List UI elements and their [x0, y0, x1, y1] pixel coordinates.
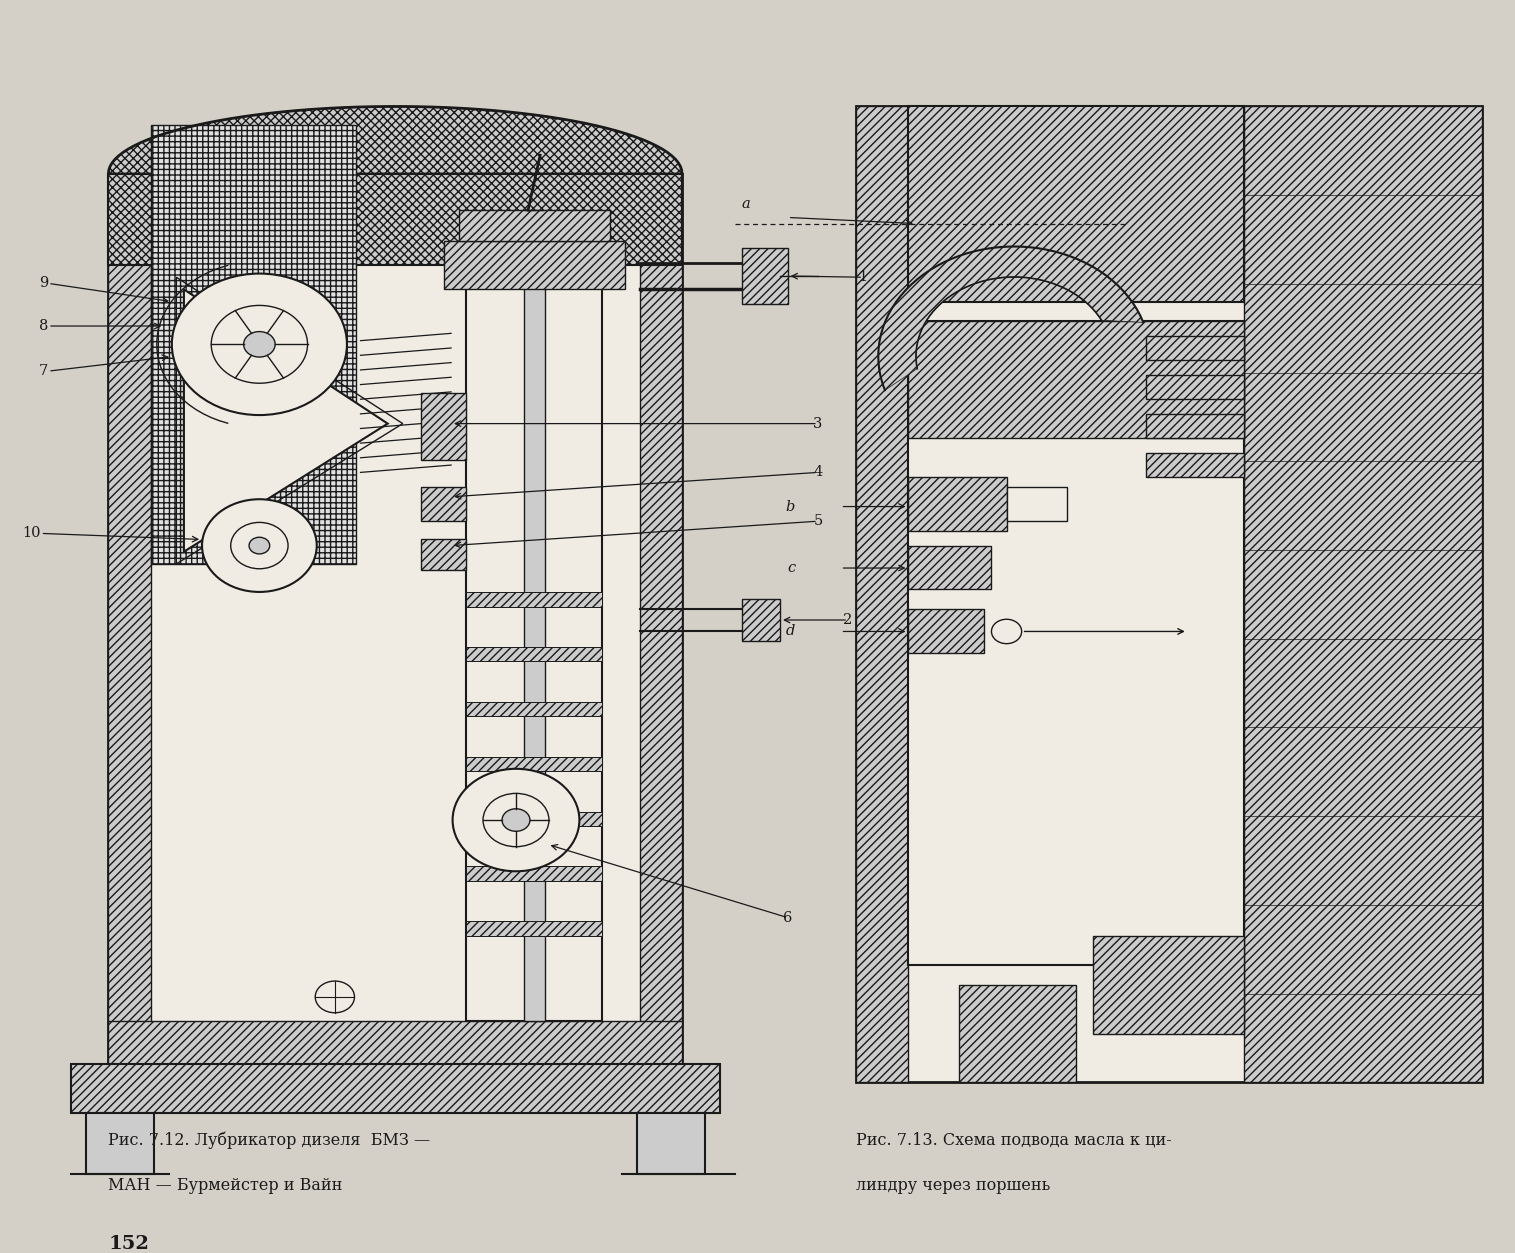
Bar: [909, 477, 1006, 531]
Bar: [856, 107, 909, 1083]
Text: 5: 5: [814, 514, 823, 529]
Bar: [467, 591, 601, 606]
Bar: [909, 545, 991, 589]
Bar: [467, 702, 601, 717]
Text: 10: 10: [23, 526, 41, 540]
Bar: [1244, 107, 1482, 1083]
Polygon shape: [109, 107, 682, 174]
Circle shape: [991, 619, 1021, 644]
Bar: [1092, 936, 1244, 1034]
Text: 1: 1: [859, 271, 868, 284]
Text: d: d: [786, 624, 795, 639]
Text: 3: 3: [814, 416, 823, 431]
Bar: [959, 985, 1076, 1083]
Text: c: c: [786, 561, 795, 575]
Bar: [467, 921, 601, 936]
Bar: [1145, 375, 1244, 400]
Bar: [467, 812, 601, 826]
Bar: [150, 125, 356, 564]
Bar: [909, 321, 1244, 439]
Bar: [421, 487, 467, 521]
Bar: [109, 222, 150, 1027]
Bar: [467, 277, 601, 1021]
Bar: [1145, 336, 1244, 360]
Bar: [421, 393, 467, 460]
Bar: [467, 757, 601, 772]
Text: Рис. 7.13. Схема подвода масла к ци-: Рис. 7.13. Схема подвода масла к ци-: [856, 1131, 1171, 1148]
Bar: [71, 1064, 720, 1113]
Text: 9: 9: [39, 277, 48, 291]
Bar: [444, 241, 624, 289]
Circle shape: [483, 793, 548, 847]
Bar: [467, 866, 601, 881]
Text: Рис. 7.12. Лубрикатор дизеля  БМЗ —: Рис. 7.12. Лубрикатор дизеля БМЗ —: [109, 1131, 430, 1149]
Text: 7: 7: [39, 365, 48, 378]
Circle shape: [315, 981, 355, 1012]
Circle shape: [453, 769, 579, 871]
Bar: [742, 248, 788, 304]
Circle shape: [171, 273, 347, 415]
Circle shape: [244, 332, 276, 357]
Text: МАН — Бурмейстер и Вайн: МАН — Бурмейстер и Вайн: [109, 1178, 342, 1194]
Circle shape: [230, 523, 288, 569]
Bar: [639, 222, 682, 1027]
Text: 8: 8: [39, 320, 48, 333]
Bar: [1006, 487, 1067, 521]
Text: 4: 4: [814, 465, 823, 480]
Bar: [742, 599, 780, 640]
Bar: [467, 647, 601, 662]
Circle shape: [501, 808, 530, 831]
Bar: [909, 609, 983, 653]
Circle shape: [201, 499, 317, 591]
Text: a: a: [741, 198, 750, 212]
Bar: [109, 174, 682, 1076]
Bar: [909, 107, 1244, 302]
Polygon shape: [879, 247, 1144, 390]
Text: 6: 6: [783, 911, 792, 925]
Bar: [421, 540, 467, 570]
Bar: [1145, 413, 1244, 439]
Text: b: b: [786, 500, 795, 514]
Bar: [909, 321, 1244, 965]
Bar: [109, 174, 682, 266]
Text: линдру через поршень: линдру через поршень: [856, 1178, 1050, 1194]
Bar: [109, 1021, 682, 1076]
Bar: [459, 211, 609, 241]
Bar: [524, 277, 545, 1021]
Circle shape: [248, 538, 270, 554]
Text: 152: 152: [109, 1234, 150, 1253]
Circle shape: [211, 306, 308, 383]
Bar: [86, 1113, 153, 1174]
Bar: [1145, 452, 1244, 477]
Text: 2: 2: [844, 613, 853, 626]
Polygon shape: [183, 289, 388, 551]
Bar: [636, 1113, 704, 1174]
Bar: [856, 107, 1482, 1083]
